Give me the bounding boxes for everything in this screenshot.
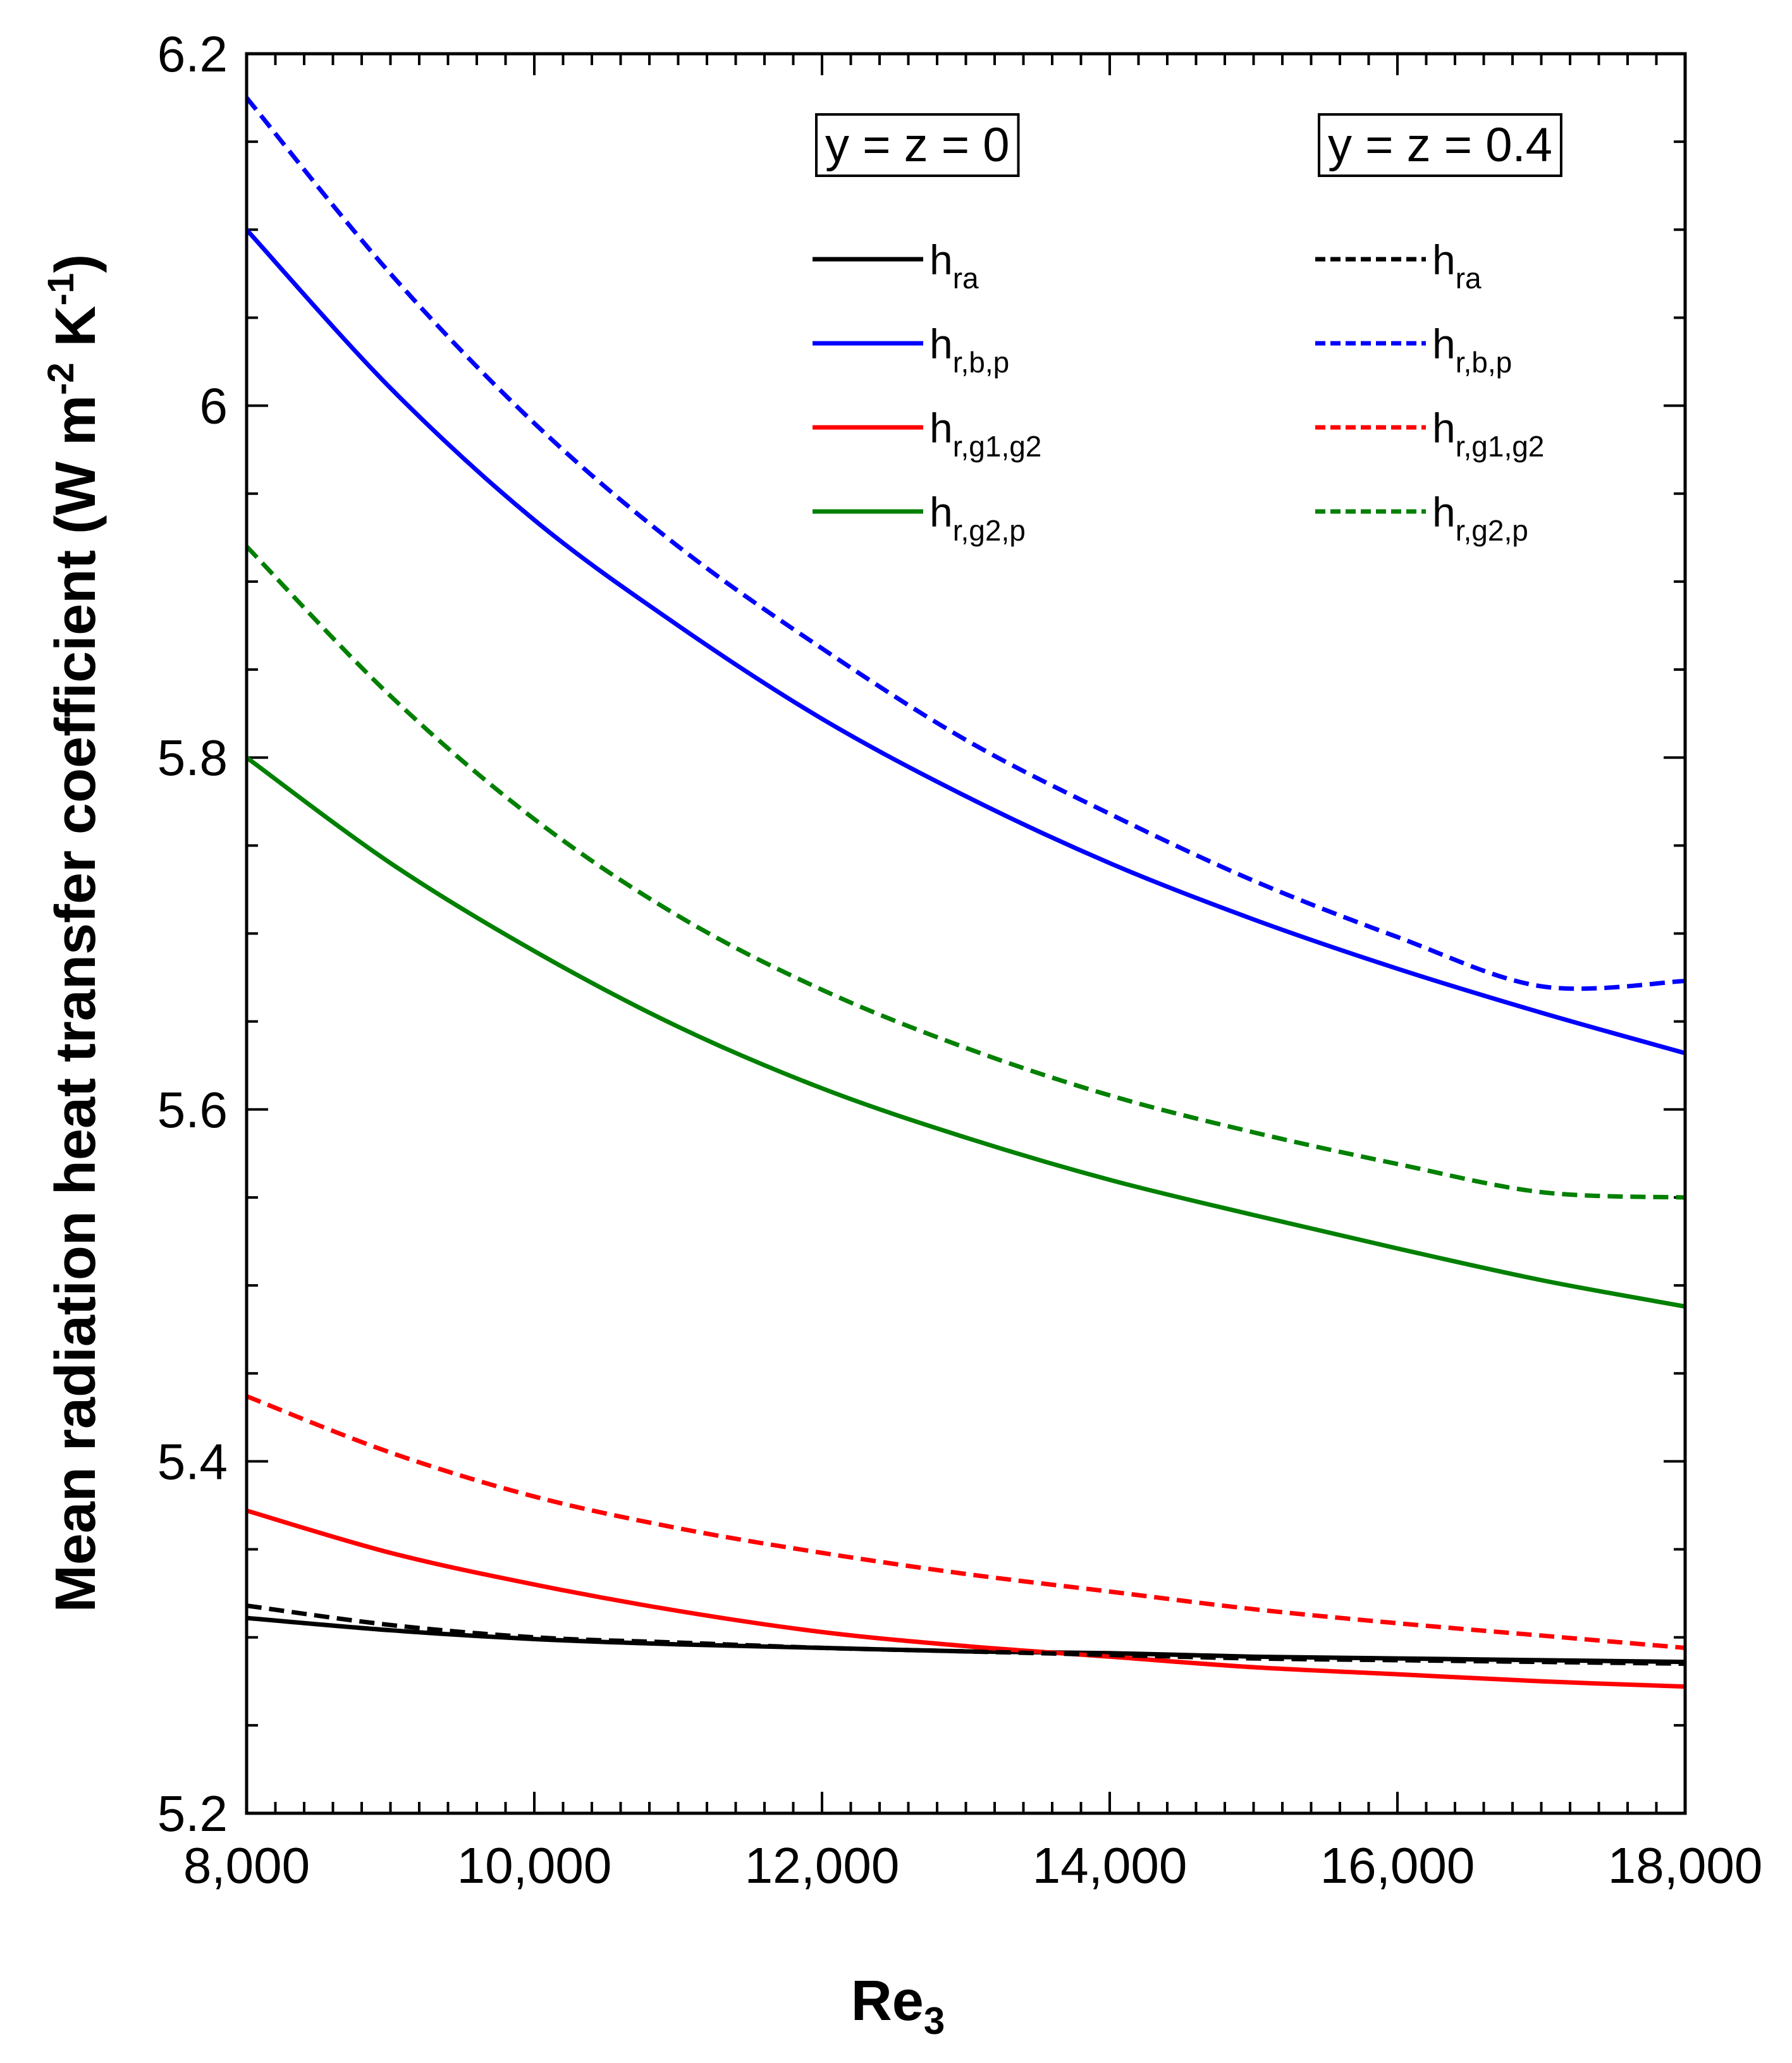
- y-tick-label: 5.8: [157, 730, 228, 786]
- legend-group-header-box: [1318, 113, 1562, 177]
- series-lines: [245, 96, 1686, 1689]
- legend-label: hr,g1,g2: [930, 405, 1041, 463]
- legend-label-main: h: [930, 489, 953, 536]
- legend-label: hr,g2,p: [1432, 489, 1528, 547]
- y-tick-label: 5.6: [157, 1082, 228, 1138]
- y-axis-title-exp2: -1: [40, 273, 82, 306]
- legend-label: hr,g2,p: [930, 489, 1026, 547]
- x-tick-label: 18,000: [1608, 1837, 1763, 1894]
- legend-label-sub: r,g1,g2: [1456, 430, 1545, 463]
- legend-group-header: y = z = 0.4: [1328, 118, 1552, 172]
- legend-label-sub: r,g2,p: [953, 514, 1026, 547]
- x-tick-labels: 8,000 10,000 12,000 14,000 16,000 18,000: [183, 1837, 1762, 1894]
- series-line-ra-dashed: [246, 1603, 1686, 1666]
- legend-label-main: h: [1432, 405, 1456, 451]
- legend-label-sub: ra: [1456, 262, 1482, 295]
- x-axis-title-sub: 3: [924, 2000, 945, 2042]
- legend-label: hra: [1432, 236, 1482, 295]
- legend-group-header: y = z = 0: [825, 118, 1010, 172]
- x-tick-label: 14,000: [1033, 1837, 1188, 1894]
- y-axis-title-exp1: -2: [40, 362, 82, 395]
- legend-group-header-box: [815, 113, 1020, 177]
- legend-label-main: h: [930, 405, 953, 451]
- x-tick-label: 16,000: [1320, 1837, 1475, 1894]
- legend-label: hra: [930, 236, 979, 295]
- series-line-r-b-p-solid: [245, 228, 1686, 1056]
- y-tick-label: 5.2: [157, 1785, 228, 1842]
- plot-area-frame: [245, 52, 1687, 1815]
- y-axis-title-close: ): [44, 254, 107, 273]
- legend-label-main: h: [1432, 489, 1456, 536]
- legend-label-main: h: [930, 321, 953, 367]
- y-tick-labels: 5.2 5.4 5.6 5.8 6 6.2: [157, 26, 228, 1842]
- x-tick-label: 12,000: [745, 1837, 900, 1894]
- series-line-r-g2-p-solid: [245, 756, 1686, 1309]
- legend-label-sub: r,g1,g2: [953, 430, 1042, 463]
- legend-label: hr,b,p: [930, 321, 1009, 379]
- legend-label-main: h: [1432, 236, 1456, 283]
- x-tick-label: 10,000: [457, 1837, 612, 1894]
- legend-label-main: h: [1432, 321, 1456, 367]
- y-axis-title-main: Mean radiation heat transfer coefficient…: [44, 395, 107, 1612]
- legend-label: hr,b,p: [1432, 321, 1512, 379]
- y-tick-label: 5.4: [157, 1433, 228, 1490]
- legend-label-main: h: [930, 236, 953, 283]
- legend-label-sub: ra: [953, 262, 979, 295]
- legend-label-sub: r,b,p: [953, 346, 1010, 379]
- y-tick-label: 6: [200, 378, 228, 434]
- y-axis-title: Mean radiation heat transfer coefficient…: [40, 254, 107, 1612]
- series-line-r-g1-g2-dashed: [245, 1394, 1686, 1650]
- x-axis-title: Re3: [851, 1969, 945, 2042]
- y-axis-title-unit: K: [44, 305, 107, 362]
- y-tick-label: 6.2: [157, 26, 228, 82]
- x-axis-title-main: Re: [851, 1969, 924, 2033]
- series-line-r-g2-p-dashed: [245, 544, 1686, 1200]
- legend-label: hr,g1,g2: [1432, 405, 1544, 463]
- legend-label-sub: r,g2,p: [1456, 514, 1528, 547]
- legend-label-sub: r,b,p: [1456, 346, 1513, 379]
- x-tick-label: 8,000: [183, 1837, 310, 1894]
- series-line-r-g1-g2-solid: [246, 1508, 1686, 1689]
